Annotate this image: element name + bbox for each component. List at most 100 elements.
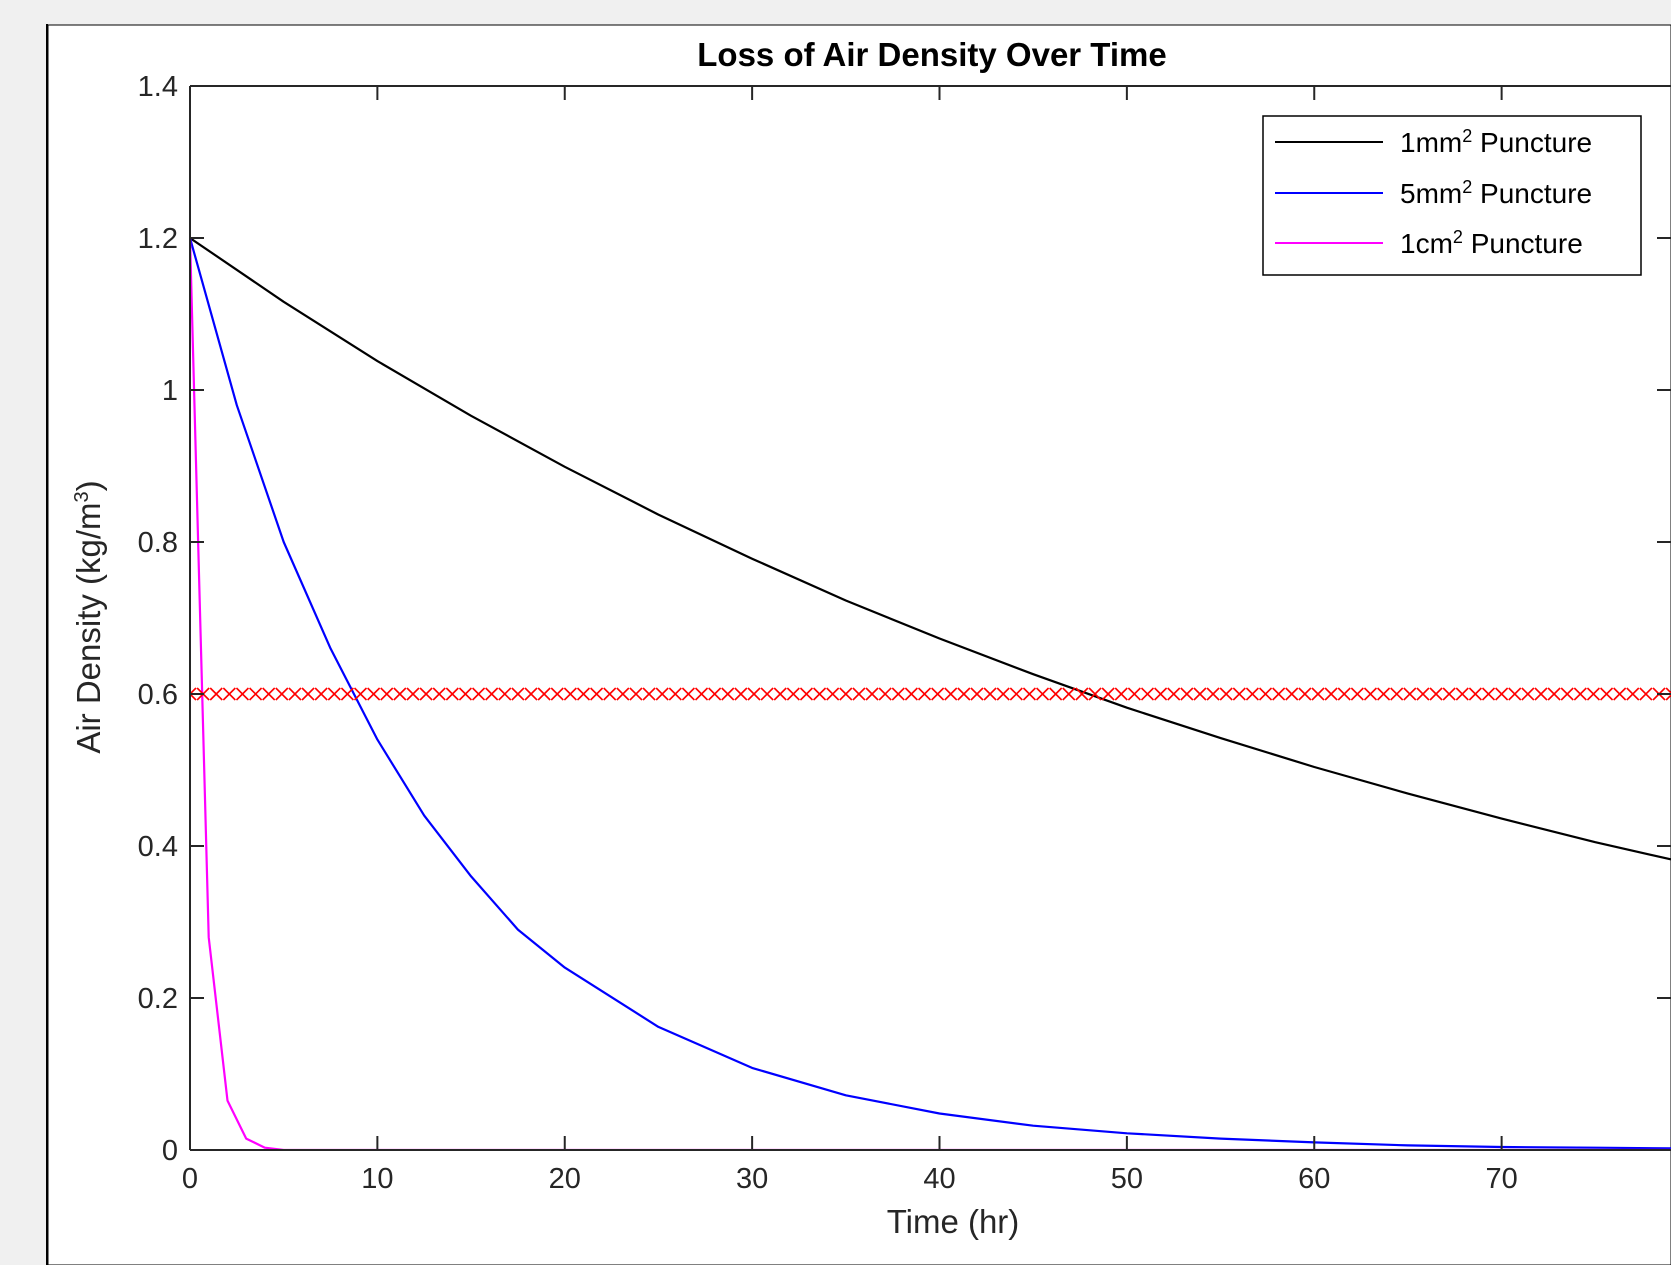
reference-x-marker [1547, 687, 1561, 701]
reference-x-stroke [747, 687, 761, 701]
reference-x-marker [190, 687, 197, 701]
reference-x-stroke [340, 687, 354, 701]
reference-x-marker [1390, 687, 1404, 701]
reference-x-marker [1245, 687, 1259, 701]
reference-x-marker [1495, 687, 1509, 701]
reference-x-marker [419, 687, 433, 701]
reference-x-stroke [760, 687, 774, 701]
reference-x-stroke [1311, 687, 1325, 701]
reference-x-stroke [642, 687, 656, 701]
reference-x-stroke [1442, 687, 1456, 701]
reference-x-stroke [458, 687, 473, 701]
reference-x-marker [786, 687, 800, 701]
y-tick-label: 1.2 [138, 223, 178, 255]
reference-x-stroke [537, 687, 551, 701]
reference-x-marker [590, 687, 604, 701]
reference-x-marker [1180, 687, 1194, 701]
reference-x-stroke [1114, 687, 1128, 701]
reference-x-stroke [1599, 687, 1614, 701]
reference-x-marker [498, 687, 512, 701]
reference-x-stroke [891, 687, 905, 701]
figure-left-border [46, 24, 48, 1265]
y-tick-label: 1.4 [138, 71, 178, 103]
reference-x-stroke [275, 687, 289, 701]
reference-x-stroke [1481, 687, 1496, 701]
reference-x-stroke [563, 687, 577, 701]
reference-x-marker [367, 687, 381, 701]
y-axis-label: Air Density (kg/m3) [70, 480, 107, 753]
reference-x-marker [1232, 687, 1246, 701]
reference-x-marker [1586, 687, 1601, 701]
legend-entry-5mm-base: 5mm [1400, 178, 1462, 209]
reference-x-marker [249, 687, 263, 701]
reference-x-stroke [1232, 687, 1246, 701]
reference-x-marker [1508, 687, 1522, 701]
reference-x-marker [1035, 687, 1050, 701]
reference-x-marker [393, 687, 407, 701]
reference-x-stroke [1429, 687, 1443, 701]
reference-x-marker [642, 687, 656, 701]
reference-x-marker [1127, 687, 1141, 701]
reference-x-stroke [393, 687, 407, 701]
reference-x-stroke [904, 687, 918, 701]
reference-x-marker [1403, 687, 1417, 701]
reference-x-stroke [590, 687, 604, 701]
reference-x-stroke [1272, 687, 1286, 701]
y-axis-label-suffix: ) [70, 480, 107, 491]
reference-x-stroke [498, 687, 512, 701]
reference-x-marker [813, 687, 827, 701]
reference-x-marker [1442, 687, 1456, 701]
reference-x-marker [1154, 687, 1168, 701]
reference-x-marker [603, 687, 617, 701]
reference-x-stroke [1167, 687, 1181, 701]
reference-x-stroke [957, 687, 971, 701]
y-tick-label: 0.6 [138, 679, 178, 711]
y-axis-label-superscript: 3 [71, 491, 93, 502]
reference-x-stroke [511, 687, 525, 701]
y-tick-label: 0.8 [138, 527, 178, 559]
reference-x-marker [1272, 687, 1286, 701]
reference-x-marker [1455, 687, 1469, 701]
reference-x-stroke [419, 687, 433, 701]
legend: 1mm2 Puncture 5mm2 Puncture 1cm2 Punctur… [1262, 115, 1642, 276]
reference-x-stroke [1573, 687, 1587, 701]
reference-x-stroke [655, 687, 669, 701]
reference-x-marker [222, 687, 236, 701]
reference-x-stroke [1534, 687, 1548, 701]
reference-x-stroke [524, 687, 538, 701]
reference-x-stroke [1639, 687, 1653, 701]
reference-x-marker [432, 687, 446, 701]
reference-x-marker [655, 687, 669, 701]
reference-x-marker [1429, 687, 1443, 701]
y-tick-label: 0.2 [138, 983, 178, 1015]
reference-x-stroke [485, 687, 499, 701]
reference-x-stroke [432, 687, 446, 701]
reference-x-stroke [996, 687, 1010, 701]
reference-x-stroke [1626, 687, 1640, 701]
legend-entry-1cm: 1cm2 Puncture [1400, 227, 1583, 259]
reference-x-stroke [380, 687, 394, 701]
reference-x-marker [288, 687, 302, 701]
reference-x-marker [235, 687, 250, 701]
reference-x-stroke [1377, 687, 1391, 701]
reference-x-marker [773, 687, 787, 701]
y-axis-label-main: Air Density (kg/m [70, 502, 107, 753]
reference-x-stroke [1521, 687, 1535, 701]
legend-entry-1mm: 1mm2 Puncture [1400, 126, 1592, 158]
reference-x-stroke [773, 687, 787, 701]
reference-x-stroke [576, 687, 591, 701]
reference-x-stroke [249, 687, 263, 701]
reference-x-marker [275, 687, 289, 701]
reference-x-marker [314, 687, 328, 701]
reference-x-stroke [471, 687, 486, 701]
reference-x-stroke [1324, 687, 1338, 701]
reference-x-stroke [1140, 687, 1155, 701]
reference-x-stroke [1009, 687, 1023, 701]
reference-x-marker [327, 687, 341, 701]
reference-x-stroke [288, 687, 302, 701]
reference-x-marker [1075, 687, 1089, 701]
reference-x-marker [1193, 687, 1207, 701]
axes-layer [189, 85, 1671, 1151]
reference-x-marker [1613, 687, 1627, 701]
reference-x-marker [1521, 687, 1535, 701]
